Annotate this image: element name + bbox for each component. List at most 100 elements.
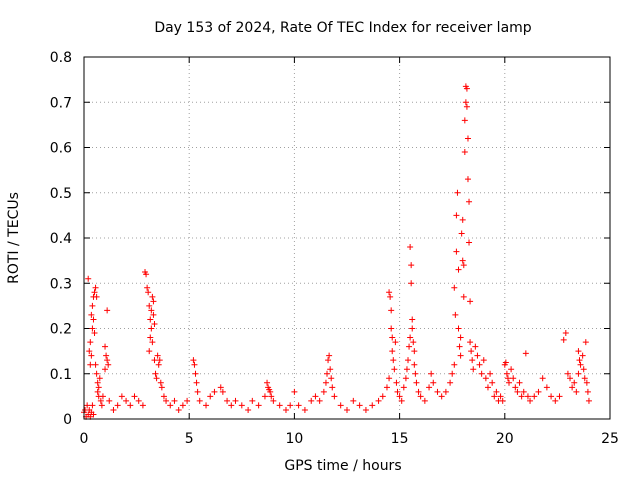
data-point (504, 375, 511, 382)
data-point (459, 257, 466, 264)
grid (84, 57, 610, 419)
data-point (386, 289, 393, 296)
data-point (114, 402, 121, 409)
data-point (95, 384, 102, 391)
data-point (135, 397, 142, 404)
data-point (410, 339, 417, 346)
data-point (421, 397, 428, 404)
data-point (344, 406, 350, 413)
data-point (461, 117, 468, 124)
data-point (539, 375, 546, 382)
data-point (217, 384, 224, 391)
data-point (400, 384, 407, 391)
data-point (467, 339, 474, 346)
x-tick-label: 10 (285, 431, 303, 447)
y-tick-label: 0.6 (50, 141, 72, 157)
data-point (442, 388, 449, 395)
x-tick-label: 25 (601, 431, 619, 447)
data-point (408, 280, 415, 287)
data-point (430, 379, 437, 386)
data-point (92, 361, 99, 368)
data-point (428, 370, 435, 377)
x-tick-label: 15 (391, 431, 409, 447)
data-point (387, 293, 394, 300)
data-point (581, 375, 588, 382)
y-tick-label: 0.7 (50, 95, 72, 111)
data-point (261, 393, 268, 400)
data-point (455, 325, 462, 332)
data-point (287, 402, 294, 409)
data-point (196, 397, 203, 404)
data-point (86, 348, 93, 355)
data-point (152, 370, 159, 377)
data-point (522, 350, 529, 357)
data-point (99, 393, 106, 400)
data-point (350, 397, 357, 404)
data-point (518, 393, 525, 400)
data-point (219, 388, 226, 395)
data-point (148, 325, 155, 332)
data-point (411, 361, 418, 368)
data-point (325, 357, 332, 364)
data-point (508, 366, 515, 373)
data-point (375, 397, 382, 404)
data-point (276, 402, 283, 409)
data-point (331, 393, 338, 400)
data-point (139, 402, 146, 409)
data-point (153, 375, 160, 382)
data-point (571, 379, 578, 386)
data-point (104, 307, 111, 314)
data-point (470, 366, 477, 373)
data-point (245, 406, 252, 413)
data-point (102, 343, 109, 350)
data-point (379, 393, 386, 400)
data-point (476, 361, 483, 368)
data-point (104, 357, 111, 364)
data-point (118, 393, 125, 400)
data-point (97, 397, 104, 404)
y-tick-label: 0.4 (50, 231, 72, 247)
data-point (148, 307, 155, 314)
data-point (502, 359, 509, 366)
data-point (580, 366, 587, 373)
data-point (457, 352, 464, 359)
data-point (369, 402, 376, 409)
data-point (573, 388, 580, 395)
data-point (356, 402, 363, 409)
data-point (389, 348, 396, 355)
data-point (516, 379, 523, 386)
data-point (301, 406, 308, 413)
data-point (398, 397, 405, 404)
data-point (577, 361, 584, 368)
data-point (512, 384, 519, 391)
data-point (535, 388, 542, 395)
data-point (320, 388, 327, 395)
data-point (389, 334, 396, 341)
data-point (328, 375, 335, 382)
data-point (579, 352, 586, 359)
data-point (396, 393, 403, 400)
data-point (190, 357, 197, 364)
data-point (463, 85, 470, 92)
data-point (103, 352, 110, 359)
data-point (499, 397, 506, 404)
data-point (464, 176, 471, 183)
data-point (158, 384, 165, 391)
data-point (582, 339, 589, 346)
data-point (514, 388, 521, 395)
data-point (452, 311, 459, 318)
data-point (232, 397, 239, 404)
data-point (417, 393, 424, 400)
data-point (454, 189, 461, 196)
data-point (102, 366, 109, 373)
data-point (171, 397, 178, 404)
data-point (146, 348, 153, 355)
data-point (583, 379, 590, 386)
y-tick-label: 0.3 (50, 276, 72, 292)
data-point (308, 397, 315, 404)
data-point (89, 325, 96, 332)
data-point (527, 397, 534, 404)
data-point (469, 357, 476, 364)
y-tick-label: 0 (63, 412, 72, 428)
